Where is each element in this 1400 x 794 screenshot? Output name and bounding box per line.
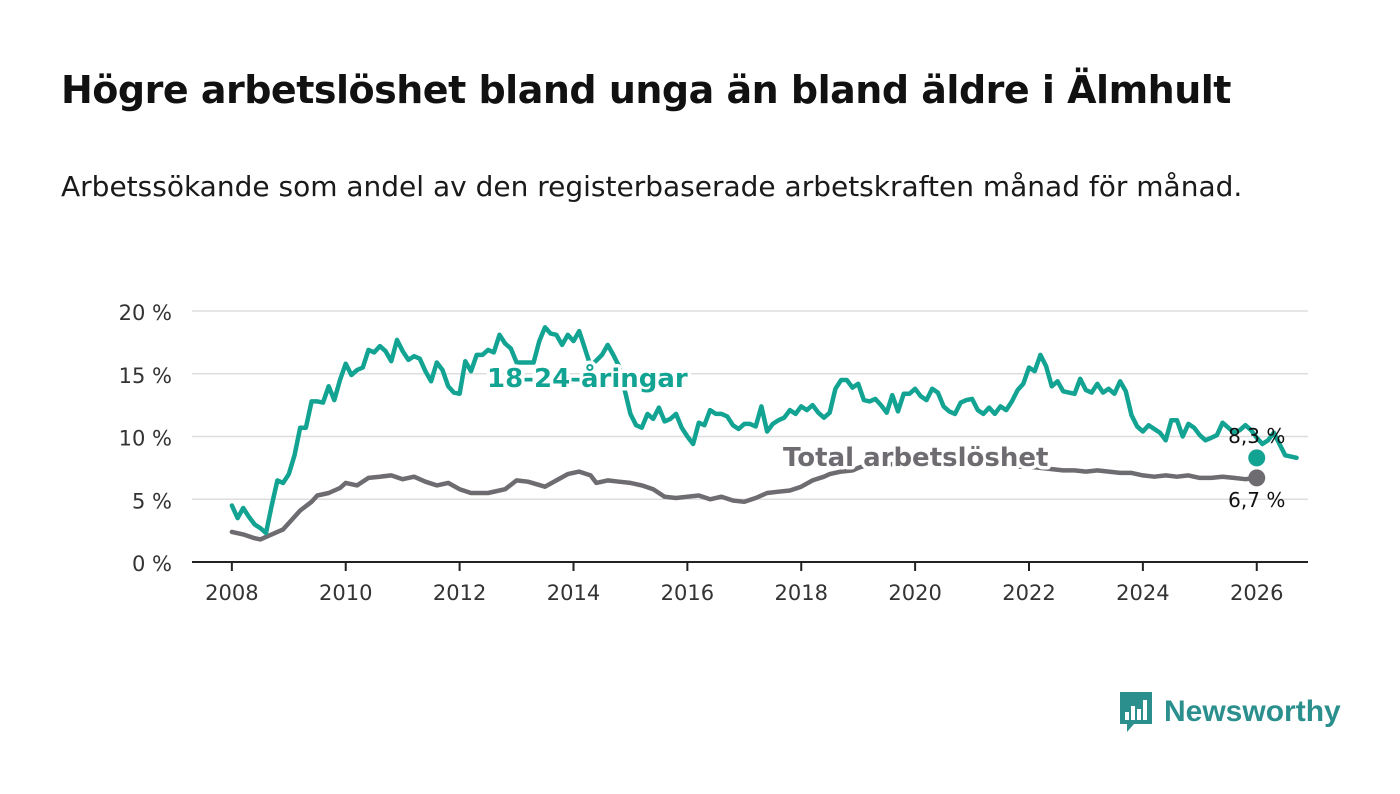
series-line-total [229, 454, 1260, 542]
y-tick-label: 20 % [119, 301, 172, 325]
bar-chart-speech-bubble-icon [1120, 692, 1152, 732]
series-label-youth: 18-24-åringar [487, 362, 688, 394]
series-line-youth [229, 325, 1299, 536]
end-label-total: 6,7 % [1228, 488, 1285, 512]
x-tick-label: 2016 [661, 581, 714, 605]
x-tick-label: 2014 [547, 581, 600, 605]
end-point-youth [1248, 449, 1266, 467]
y-tick-label: 0 % [132, 552, 172, 576]
series-label-total-halo: Total arbetslöshet [783, 443, 1048, 473]
x-tick-label: 2008 [205, 581, 258, 605]
series-label-total: Total arbetslöshet [783, 443, 1048, 473]
x-tick-label: 2024 [1116, 581, 1169, 605]
x-tick-label: 2022 [1002, 581, 1055, 605]
y-tick-label: 10 % [119, 427, 172, 451]
chart-subtitle: Arbetssökande som andel av den registerb… [61, 170, 1243, 203]
logo-text: Newsworthy [1164, 695, 1341, 728]
end-label-youth: 8,3 % [1228, 424, 1285, 448]
x-tick-label: 2018 [775, 581, 828, 605]
series-label-youth-halo: 18-24-åringar [487, 362, 688, 394]
x-tick-label: 2026 [1230, 581, 1283, 605]
chart-title: Högre arbetslöshet bland unga än bland ä… [61, 68, 1231, 112]
x-tick-label: 2012 [433, 581, 486, 605]
end-point-total [1248, 469, 1266, 487]
x-tick-label: 2010 [319, 581, 372, 605]
newsworthy-logo: Newsworthy [1118, 690, 1341, 734]
x-tick-label: 2020 [888, 581, 941, 605]
y-tick-label: 5 % [132, 489, 172, 513]
y-tick-label: 15 % [119, 364, 172, 388]
